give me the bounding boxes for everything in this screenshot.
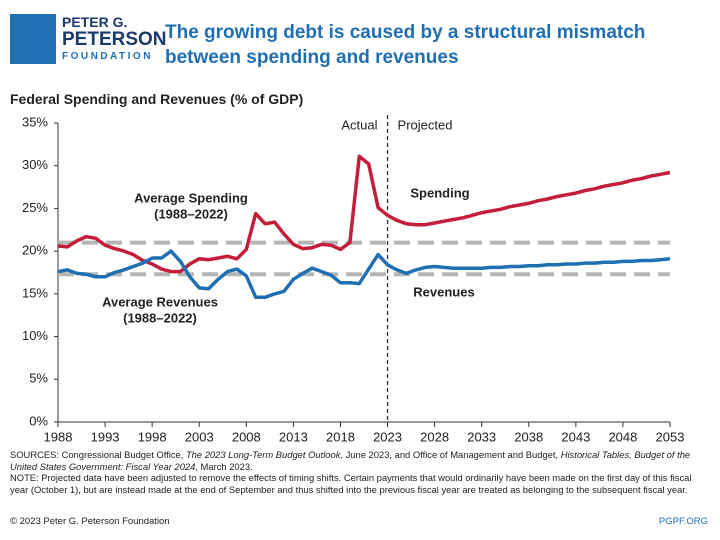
y-tick-label: 10% [22,328,48,343]
notes: SOURCES: Congressional Budget Office, Th… [10,449,710,495]
logo-text: PETERSON [62,29,167,50]
x-tick-label: 2043 [561,429,590,444]
reference-label: Average Revenues [102,294,218,309]
y-tick-label: 5% [29,371,48,386]
y-tick-label: 35% [22,114,48,129]
y-tick-label: 25% [22,200,48,215]
series-line [57,249,671,300]
sources: SOURCES: Congressional Budget Office, Th… [10,449,710,472]
x-tick-label: 1998 [138,429,167,444]
chart-title: The growing debt is caused by a structur… [165,22,646,68]
x-tick-label: 2003 [185,429,214,444]
x-tick-label: 2018 [326,429,355,444]
x-tick-label: 2033 [467,429,496,444]
logo-mark [10,14,56,64]
chart-subtitle: Federal Spending and Revenues (% of GDP) [10,91,304,107]
y-tick-label: 20% [22,243,48,258]
x-tick-label: 2053 [656,429,685,444]
y-tick-label: 30% [22,157,48,172]
x-tick-label: 1988 [44,429,73,444]
y-tick-label: 0% [29,413,48,428]
series-label: Spending [410,185,469,200]
x-tick-label: 2048 [608,429,637,444]
source-text: SOURCES: Congressional Budget Office, [10,449,186,460]
x-tick-label: 1993 [91,429,120,444]
source-text: , June 2023, and Office of Management an… [340,449,561,460]
series-label: Revenues [413,284,474,299]
divider-label: Actual [341,117,377,132]
copyright: © 2023 Peter G. Peterson Foundation [10,516,170,527]
source-text: The 2023 Long-Term Budget Outlook [185,449,341,460]
series-line [57,154,671,274]
x-tick-label: 2038 [514,429,543,444]
x-tick-label: 2008 [232,429,261,444]
reference-label: (1988–2022) [123,310,197,325]
source-text: , March 2023. [195,460,253,472]
x-tick-label: 2013 [279,429,308,444]
reference-label: (1988–2022) [154,206,228,221]
logo-text: FOUNDATION [62,51,153,62]
x-tick-label: 2028 [420,429,449,444]
divider-label: Projected [398,117,453,132]
x-tick-label: 2023 [373,429,402,444]
logo: PETER G. PETERSON FOUNDATION [62,14,167,65]
reference-label: Average Spending [134,190,248,205]
source-text: Historical Tables, Budget of the United … [10,449,691,472]
logo-text: PETER G. [62,14,128,30]
website: PGPF.ORG [658,516,708,527]
note: NOTE: Projected data have been adjusted … [10,472,692,495]
y-tick-label: 15% [22,285,48,300]
